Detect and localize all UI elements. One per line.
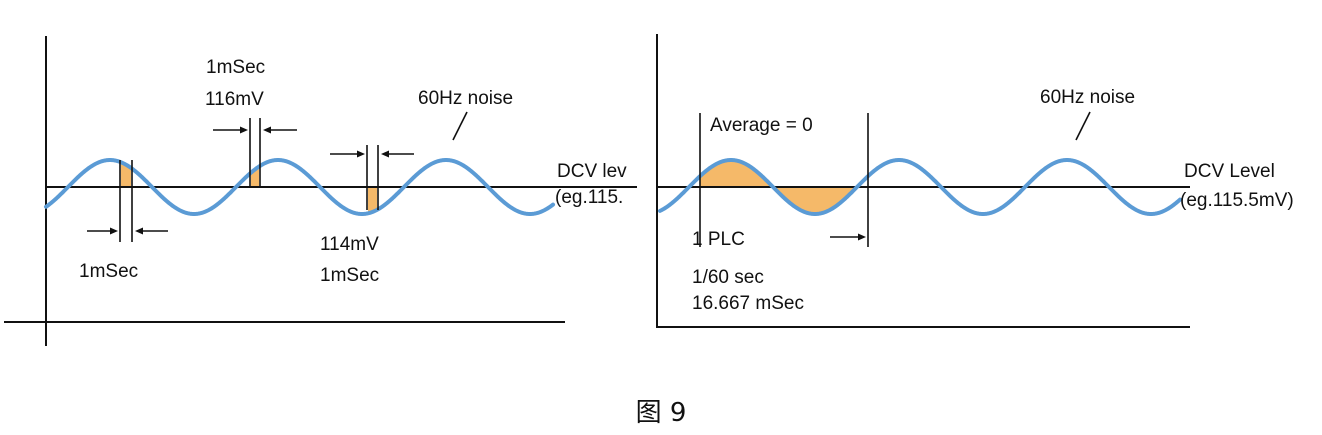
right-positive-area <box>700 160 773 187</box>
right-panel: Average = 0 60Hz noise DCV Level (eg.115… <box>656 34 1294 328</box>
left-noise-pointer <box>452 111 468 141</box>
left-label-bottom-width: 1mSec <box>79 261 138 282</box>
right-label-dcv-level: DCV Level <box>1184 161 1275 182</box>
left-window3-arrow-left <box>381 150 414 158</box>
right-label-average: Average = 0 <box>710 115 813 136</box>
right-negative-area <box>773 187 857 214</box>
left-label-noise: 60Hz noise <box>418 88 513 109</box>
right-label-period-ms: 16.667 mSec <box>692 293 804 314</box>
left-window2-arrow-left <box>263 126 297 134</box>
figure-caption: 图 9 <box>636 398 687 428</box>
left-label-top-width: 1mSec <box>206 57 265 78</box>
right-label-period: 1/60 sec <box>692 267 764 288</box>
left-window3-arrow-right <box>330 150 365 158</box>
right-label-plc: 1 PLC <box>692 229 745 250</box>
left-label-bottom-mid-width: 1mSec <box>320 265 379 286</box>
left-label-top-value: 116mV <box>205 89 264 110</box>
right-noise-pointer <box>1075 111 1091 141</box>
left-noise-wave <box>44 157 555 217</box>
left-window2-arrow-right <box>213 126 248 134</box>
left-label-bottom-value: 114mV <box>320 234 379 255</box>
right-noise-wave <box>658 157 1182 217</box>
left-label-dcv-level: DCV lev <box>557 161 627 182</box>
right-label-dcv-example: (eg.115.5mV) <box>1180 190 1294 211</box>
left-label-dcv-example: (eg.115. <box>555 187 623 208</box>
right-plc-arrow <box>830 233 866 241</box>
right-label-noise: 60Hz noise <box>1040 87 1135 108</box>
left-window1-arrow-right <box>87 227 118 235</box>
left-sample-shade-3 <box>368 187 377 214</box>
left-panel: 1mSec 116mV 60Hz noise DCV lev (eg.115. … <box>4 36 637 346</box>
left-window1-arrow-left <box>135 227 168 235</box>
